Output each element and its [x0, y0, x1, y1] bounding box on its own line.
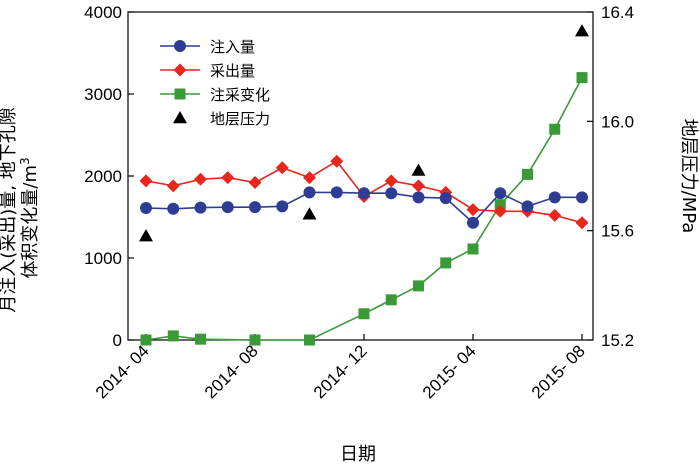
legend-marker — [174, 88, 186, 100]
data-point — [140, 201, 152, 214]
data-point — [249, 201, 261, 214]
data-point — [575, 24, 589, 37]
data-point — [194, 201, 207, 214]
left-tick-label: 3000 — [84, 85, 122, 104]
data-point — [576, 191, 588, 204]
data-point — [303, 186, 316, 199]
data-point — [166, 179, 180, 193]
left-axis-title-line1: 月注入(采出)量, 地下孔隙 — [0, 107, 19, 313]
x-tick-label: 2015- 04 — [419, 341, 480, 402]
data-point — [440, 257, 452, 269]
data-point — [167, 330, 179, 342]
data-point — [195, 333, 206, 345]
series-layer — [139, 24, 589, 346]
left-axis: 0 1000 2000 3000 4000 — [84, 3, 134, 350]
left-tick-label: 2000 — [84, 167, 122, 186]
series-2 — [139, 154, 589, 230]
data-point — [494, 187, 507, 200]
legend-marker — [173, 63, 187, 77]
data-point — [139, 229, 153, 242]
data-point — [167, 202, 180, 215]
series-3 — [140, 72, 588, 346]
data-point — [548, 208, 562, 222]
data-point — [275, 161, 289, 175]
legend-label: 地层压力 — [210, 110, 270, 128]
legend-item: 注采变化 — [160, 86, 270, 104]
legend-label: 采出量 — [210, 62, 255, 80]
left-tick-label: 1000 — [84, 249, 122, 268]
legend-label: 注采变化 — [210, 86, 270, 104]
data-point — [467, 243, 479, 255]
x-axis: 2014- 04 2014- 08 2014- 12 2015- 04 2015- 08 — [92, 334, 589, 402]
data-point — [466, 203, 480, 217]
data-point — [139, 174, 153, 188]
data-point — [276, 200, 289, 213]
left-axis-title-line2-text: 体积变化量/m — [20, 165, 41, 279]
legend-marker — [173, 111, 187, 124]
right-axis: 15.2 15.6 16.0 16.4 — [587, 3, 634, 350]
legend-item: 注入量 — [160, 38, 255, 56]
data-point — [412, 179, 425, 193]
legend-item: 采出量 — [160, 62, 255, 80]
legend-marker — [174, 40, 186, 52]
data-point — [576, 72, 588, 84]
data-point — [385, 294, 397, 306]
data-point — [385, 187, 398, 200]
data-point — [221, 201, 234, 214]
data-point — [548, 191, 561, 204]
data-point — [358, 187, 370, 200]
data-point — [140, 334, 152, 346]
data-point — [384, 174, 398, 188]
data-point — [249, 334, 261, 346]
data-point — [411, 163, 426, 176]
data-point — [330, 154, 344, 168]
data-point — [549, 123, 561, 135]
right-tick-label: 16.4 — [601, 3, 634, 22]
legend-item: 地层压力 — [173, 110, 270, 128]
x-axis-title: 日期 — [340, 444, 376, 465]
series-1 — [140, 186, 588, 229]
left-tick-label: 0 — [113, 331, 122, 350]
data-point — [439, 192, 452, 205]
data-point — [304, 334, 315, 346]
data-point — [302, 207, 317, 220]
right-tick-label: 16.0 — [601, 112, 634, 131]
data-point — [303, 171, 316, 185]
right-tick-label: 15.6 — [601, 222, 634, 241]
data-point — [330, 186, 343, 199]
left-axis-title: 月注入(采出)量, 地下孔隙 体积变化量/m3 — [0, 107, 41, 313]
data-point — [413, 280, 424, 292]
data-point — [575, 216, 589, 230]
data-point — [248, 176, 262, 190]
data-point — [467, 216, 479, 229]
right-axis-title: 地层压力/MPa — [678, 119, 699, 234]
data-point — [358, 308, 370, 320]
right-tick-label: 15.2 — [601, 331, 634, 350]
x-tick-label: 2014- 04 — [92, 341, 153, 402]
data-point — [494, 199, 506, 211]
data-point — [412, 191, 425, 204]
x-tick-label: 2015- 08 — [528, 341, 589, 402]
legend-label: 注入量 — [210, 38, 255, 56]
left-axis-title-superscript: 3 — [18, 157, 32, 165]
series-4 — [139, 24, 589, 242]
data-point — [522, 168, 533, 180]
x-tick-label: 2014- 12 — [310, 341, 371, 402]
data-point — [194, 172, 207, 186]
data-point — [221, 171, 235, 185]
left-axis-title-line2: 体积变化量/m3 — [18, 157, 41, 278]
data-point — [493, 204, 507, 218]
x-tick-label: 2014- 08 — [201, 341, 262, 402]
data-point — [521, 200, 534, 213]
left-tick-label: 4000 — [84, 3, 122, 22]
